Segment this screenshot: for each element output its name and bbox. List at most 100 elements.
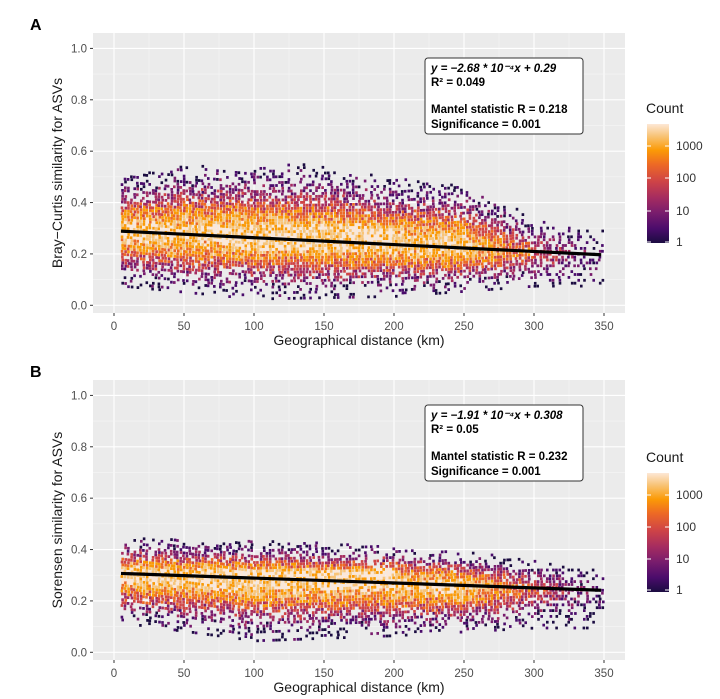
hexbin-cell <box>505 272 509 276</box>
hexbin-cell <box>229 193 232 197</box>
hexbin-cell <box>149 284 152 288</box>
hexbin-cell <box>524 256 528 260</box>
hexbin-cell <box>537 270 540 273</box>
hexbin-cell <box>136 202 139 205</box>
hexbin-cell <box>364 252 367 255</box>
hexbin-cell <box>123 575 127 579</box>
hexbin-cell <box>417 241 420 244</box>
hexbin-cell <box>219 227 223 231</box>
hexbin-cell <box>358 231 361 235</box>
hexbin-cell <box>466 234 469 238</box>
hexbin-cell <box>155 244 158 248</box>
hexbin-cell <box>256 280 259 283</box>
hexbin-cell <box>179 249 182 253</box>
hexbin-cell <box>228 216 232 220</box>
hexbin-cell <box>133 274 136 278</box>
hexbin-cell <box>349 243 352 247</box>
hexbin-cell <box>121 281 124 285</box>
hexbin-cell <box>198 588 201 592</box>
hexbin-cell <box>148 238 151 241</box>
hexbin-cell <box>284 198 288 202</box>
hexbin-cell <box>123 569 127 573</box>
hexbin-cell <box>395 260 399 263</box>
hexbin-cell <box>186 601 189 604</box>
hexbin-cell <box>216 544 219 548</box>
hexbin-cell <box>207 240 210 244</box>
hexbin-cell <box>377 246 380 249</box>
hexbin-cell <box>583 247 587 250</box>
hexbin-cell <box>170 170 173 174</box>
hexbin-cell <box>505 237 509 241</box>
hexbin-cell <box>432 234 436 237</box>
hexbin-cell <box>487 262 490 265</box>
hexbin-cell <box>154 227 157 230</box>
hexbin-cell <box>124 209 127 213</box>
hexbin-cell <box>265 230 268 234</box>
hexbin-cell <box>222 568 226 572</box>
hexbin-cell <box>213 218 217 222</box>
hexbin-cell <box>232 217 235 220</box>
hexbin-cell <box>414 218 417 221</box>
hexbin-cell <box>235 243 238 247</box>
hexbin-cell <box>286 253 290 257</box>
hexbin-cell <box>166 286 170 290</box>
hexbin-cell <box>139 560 142 563</box>
hexbin-cell <box>179 609 182 612</box>
hexbin-cell <box>216 207 219 210</box>
hexbin-cell <box>395 245 398 249</box>
hexbin-cell <box>327 220 331 224</box>
hexbin-cell <box>280 218 284 222</box>
hexbin-cell <box>231 196 234 200</box>
hexbin-cell <box>124 598 128 602</box>
hexbin-cell <box>330 264 334 268</box>
hexbin-cell <box>429 283 433 287</box>
hexbin-cell <box>142 228 146 232</box>
hexbin-cell <box>539 255 543 259</box>
hexbin-cell <box>225 280 229 284</box>
hexbin-cell <box>361 208 364 212</box>
hexbin-cell <box>496 278 499 282</box>
hexbin-cell <box>299 192 303 196</box>
hexbin-cell <box>324 232 328 236</box>
hexbin-cell <box>404 233 407 237</box>
hexbin-cell <box>403 218 407 222</box>
hexbin-cell <box>388 269 392 272</box>
hexbin-cell <box>198 277 201 281</box>
hexbin-cell <box>278 244 281 248</box>
hexbin-cell <box>564 249 568 253</box>
hexbin-cell <box>272 187 276 190</box>
hexbin-cell <box>284 247 287 251</box>
hexbin-cell <box>219 553 223 557</box>
hexbin-cell <box>497 258 500 262</box>
hexbin-cell <box>268 256 272 260</box>
hexbin-cell <box>423 229 426 232</box>
hexbin-cell <box>496 238 500 241</box>
hexbin-cell <box>423 232 426 235</box>
hexbin-cell <box>232 243 235 247</box>
hexbin-cell <box>176 194 180 198</box>
hexbin-cell <box>404 178 408 182</box>
hexbin-cell <box>213 244 217 248</box>
hexbin-cell <box>382 234 386 238</box>
hexbin-cell <box>135 588 139 592</box>
hexbin-cell <box>407 204 411 207</box>
hexbin-cell <box>342 232 346 235</box>
hexbin-cell <box>201 222 204 226</box>
hexbin-cell <box>250 227 253 231</box>
hexbin-cell <box>179 197 183 201</box>
hexbin-cell <box>324 189 327 192</box>
hexbin-cell <box>146 584 149 587</box>
hexbin-cell <box>161 210 165 214</box>
hexbin-cell <box>213 241 217 245</box>
hexbin-cell <box>370 193 374 197</box>
hexbin-cell <box>160 221 164 225</box>
hexbin-cell <box>367 208 370 212</box>
hexbin-cell <box>146 234 149 238</box>
hexbin-cell <box>346 200 349 203</box>
hexbin-cell <box>330 212 333 215</box>
hexbin-cell <box>157 195 161 199</box>
hexbin-cell <box>237 232 241 235</box>
hexbin-cell <box>120 575 124 578</box>
hexbin-cell <box>423 284 426 287</box>
hexbin-cell <box>431 263 435 266</box>
